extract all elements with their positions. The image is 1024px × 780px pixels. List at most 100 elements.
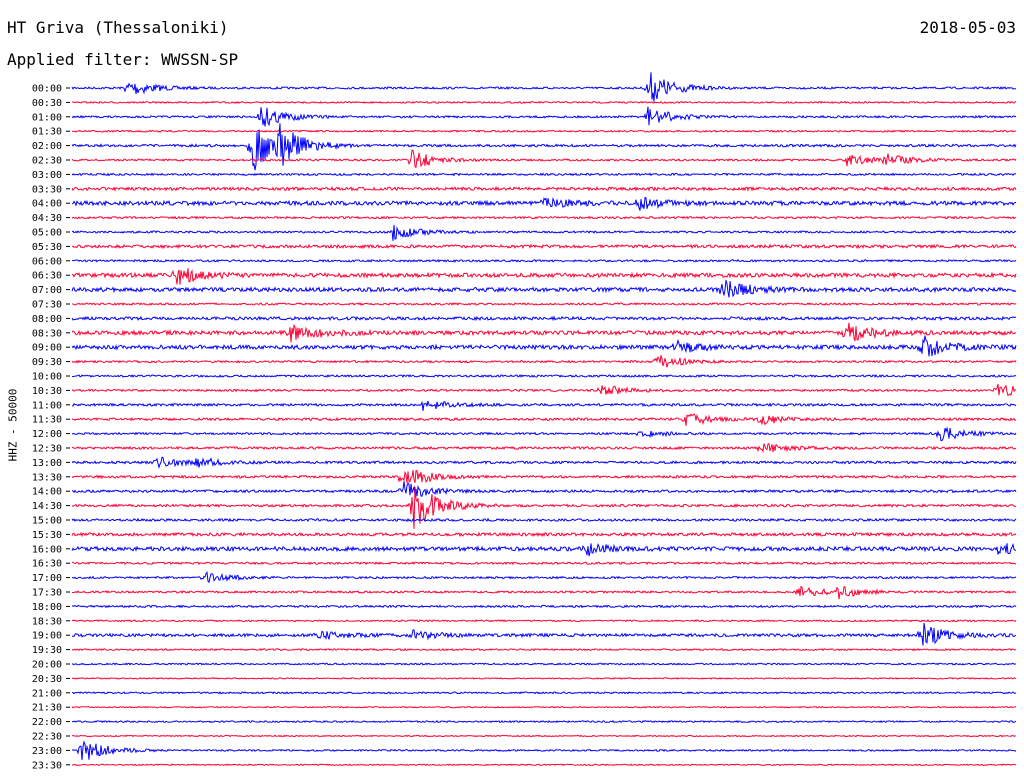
trace-0230 [71, 149, 1017, 169]
hour-label: 11:00 [32, 400, 62, 411]
trace-2330 [71, 763, 1017, 767]
trace-1630 [71, 561, 1017, 566]
hour-label: 03:00 [32, 170, 62, 181]
trace-1130 [71, 413, 1017, 426]
hour-label: 08:30 [32, 328, 62, 339]
trace-1800 [71, 604, 1017, 609]
hour-label: 20:30 [32, 674, 62, 685]
hour-label: 00:00 [32, 84, 62, 95]
hour-label: 13:30 [32, 472, 62, 483]
hour-label: 14:30 [32, 501, 62, 512]
trace-1200 [71, 426, 1017, 442]
hour-label: 22:00 [32, 717, 62, 728]
hour-label: 10:00 [32, 372, 62, 383]
trace-0730 [71, 302, 1017, 306]
station-title: HT Griva (Thessaloniki) [7, 18, 229, 37]
hour-label: 15:00 [32, 516, 62, 527]
hour-label: 02:00 [32, 141, 62, 152]
trace-0900 [71, 335, 1017, 357]
trace-2030 [71, 677, 1017, 680]
hour-label: 19:00 [32, 631, 62, 642]
trace-0330 [71, 185, 1017, 192]
trace-0700 [71, 280, 1017, 298]
trace-0300 [71, 172, 1017, 177]
trace-1930 [71, 647, 1017, 652]
trace-1400 [71, 481, 1017, 497]
hour-label: 17:30 [32, 588, 62, 599]
hour-label: 06:30 [32, 271, 62, 282]
hour-label: 18:00 [32, 602, 62, 613]
trace-0600 [71, 258, 1017, 263]
hour-label: 04:00 [32, 199, 62, 210]
hour-label: 12:00 [32, 429, 62, 440]
filter-label: Applied filter: WWSSN-SP [7, 50, 239, 69]
trace-2300 [71, 740, 1017, 761]
hour-label: 03:30 [32, 184, 62, 195]
trace-0530 [71, 243, 1017, 250]
hour-label: 18:30 [32, 616, 62, 627]
trace-1700 [71, 571, 1017, 584]
trace-0830 [71, 322, 1017, 343]
hour-label: 06:00 [32, 256, 62, 267]
trace-0430 [71, 215, 1017, 220]
trace-0630 [71, 268, 1017, 285]
record-date: 2018-05-03 [919, 18, 1016, 37]
trace-0100 [71, 106, 1017, 127]
hour-label: 23:00 [32, 746, 62, 757]
hour-label: 09:00 [32, 343, 62, 354]
trace-0500 [71, 224, 1017, 241]
hour-label: 05:30 [32, 242, 62, 253]
hour-label: 16:00 [32, 544, 62, 555]
trace-2100 [71, 691, 1017, 695]
trace-1030 [71, 383, 1017, 397]
trace-0930 [71, 355, 1017, 368]
trace-1000 [71, 373, 1017, 378]
hour-label: 10:30 [32, 386, 62, 397]
hour-label: 16:30 [32, 559, 62, 570]
hour-label: 15:30 [32, 530, 62, 541]
hour-label: 12:30 [32, 444, 62, 455]
trace-0000 [71, 72, 1017, 102]
trace-2230 [71, 734, 1017, 738]
hour-label: 17:00 [32, 573, 62, 584]
hour-label: 14:00 [32, 487, 62, 498]
trace-1230 [71, 443, 1017, 453]
trace-1600 [71, 542, 1017, 557]
hour-label: 07:30 [32, 300, 62, 311]
hour-label: 19:30 [32, 645, 62, 656]
trace-2200 [71, 719, 1017, 724]
hour-label: 11:30 [32, 415, 62, 426]
trace-0400 [71, 196, 1017, 211]
hour-label: 22:30 [32, 732, 62, 743]
hour-label: 00:30 [32, 98, 62, 109]
trace-0030 [71, 100, 1017, 104]
hour-label: 21:00 [32, 688, 62, 699]
trace-1830 [71, 619, 1017, 623]
trace-1100 [71, 400, 1017, 411]
trace-1500 [71, 517, 1017, 523]
trace-2130 [71, 705, 1017, 709]
hour-label: 01:30 [32, 127, 62, 138]
hour-label: 08:00 [32, 314, 62, 325]
hour-label: 02:30 [32, 156, 62, 167]
trace-1530 [71, 531, 1017, 538]
trace-1730 [71, 585, 1017, 600]
trace-2000 [71, 662, 1017, 666]
hour-label: 13:00 [32, 458, 62, 469]
trace-0200 [71, 123, 1017, 171]
hour-label: 09:30 [32, 357, 62, 368]
trace-1900 [71, 622, 1017, 646]
hour-label: 23:30 [32, 760, 62, 771]
hour-label: 05:00 [32, 228, 62, 239]
trace-1430 [71, 486, 1017, 529]
trace-0130 [71, 129, 1017, 133]
hour-label: 21:30 [32, 703, 62, 714]
hour-label: 20:00 [32, 660, 62, 671]
hour-label: 04:30 [32, 213, 62, 224]
trace-0800 [71, 315, 1017, 322]
trace-1300 [71, 456, 1017, 469]
hour-label: 07:00 [32, 285, 62, 296]
hour-label: 01:00 [32, 112, 62, 123]
trace-1330 [71, 470, 1017, 484]
